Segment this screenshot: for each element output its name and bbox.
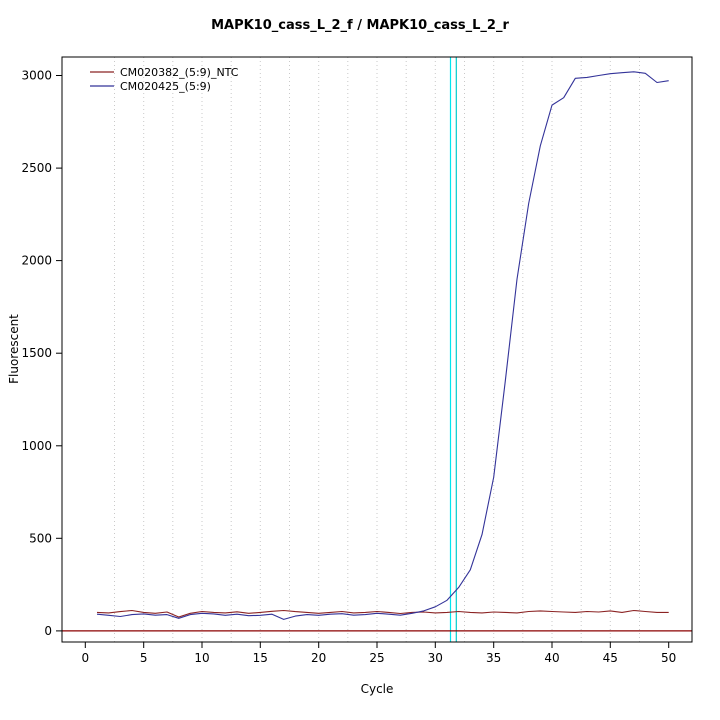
series-line-1 [96,71,669,620]
x-tick-label: 20 [311,651,326,665]
y-tick-label: 1000 [21,439,52,453]
x-tick-label: 15 [253,651,268,665]
y-tick-label: 2500 [21,161,52,175]
x-tick-label: 5 [140,651,148,665]
x-tick-label: 35 [486,651,501,665]
legend-label: CM020382_(5:9)_NTC [120,66,239,79]
x-tick-label: 40 [544,651,559,665]
series-line-0 [96,609,669,618]
y-tick-label: 1500 [21,346,52,360]
x-tick-label: 10 [194,651,209,665]
y-tick-label: 500 [29,531,52,545]
x-axis-label: Cycle [360,682,394,696]
y-tick-label: 0 [44,624,52,638]
x-tick-label: 45 [603,651,618,665]
y-tick-label: 2000 [21,254,52,268]
x-tick-label: 0 [81,651,89,665]
x-tick-label: 50 [661,651,676,665]
y-tick-label: 3000 [21,69,52,83]
x-tick-label: 30 [428,651,443,665]
x-tick-label: 25 [369,651,384,665]
chart-title: MAPK10_cass_L_2_f / MAPK10_cass_L_2_r [211,18,509,33]
legend-label: CM020425_(5:9) [120,80,211,93]
